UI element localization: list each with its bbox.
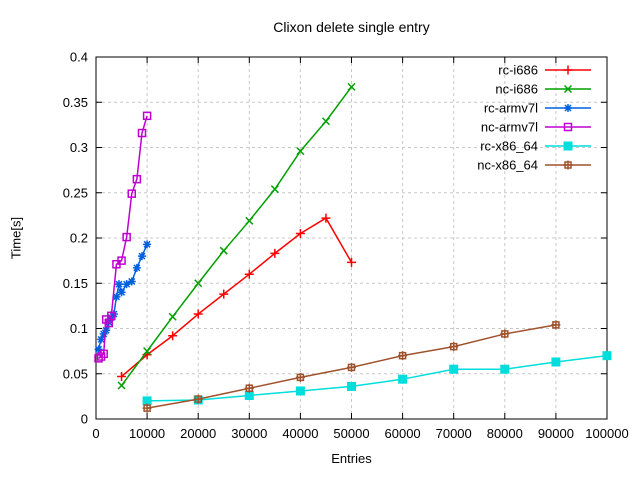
- legend-entry-rc-x86_64: rc-x86_64: [480, 139, 591, 154]
- legend-label: nc-armv7l: [481, 120, 538, 135]
- svg-text:80000: 80000: [487, 426, 523, 441]
- legend-entry-rc-i686: rc-i686: [498, 63, 591, 78]
- svg-text:0.1: 0.1: [70, 321, 88, 336]
- legend-sample: [545, 104, 591, 112]
- svg-text:10000: 10000: [129, 426, 165, 441]
- legend-label: nc-i686: [495, 82, 538, 97]
- series-nc-i686: [117, 82, 356, 390]
- svg-text:0.3: 0.3: [70, 140, 88, 155]
- legend-entry-rc-armv7l: rc-armv7l: [484, 101, 591, 116]
- svg-text:60000: 60000: [385, 426, 421, 441]
- svg-text:0.15: 0.15: [63, 276, 88, 291]
- legend-sample: [545, 65, 591, 75]
- svg-text:100000: 100000: [585, 426, 628, 441]
- series-rc-i686: [117, 213, 356, 381]
- x-tick-labels: 0 10000 20000 30000 40000 50000 60000 70000 8000…: [92, 426, 628, 441]
- svg-text:40000: 40000: [282, 426, 318, 441]
- plot-border: [95, 56, 608, 420]
- svg-text:50000: 50000: [333, 426, 369, 441]
- svg-text:0: 0: [92, 426, 99, 441]
- legend-label: rc-x86_64: [480, 139, 538, 154]
- series-nc-armv7l: [94, 111, 152, 363]
- legend-sample: [545, 141, 591, 151]
- svg-text:0.25: 0.25: [63, 185, 88, 200]
- legend-sample: [545, 84, 591, 94]
- legend-sample: [545, 122, 591, 132]
- grid: [96, 57, 607, 419]
- legend-label: rc-armv7l: [484, 101, 538, 116]
- svg-text:0.2: 0.2: [70, 231, 88, 246]
- series-nc-x86_64: [142, 320, 561, 413]
- svg-text:30000: 30000: [231, 426, 267, 441]
- svg-text:20000: 20000: [180, 426, 216, 441]
- svg-text:0.35: 0.35: [63, 95, 88, 110]
- legend-entry-nc-x86_64: nc-x86_64: [477, 158, 591, 173]
- legend-sample: [545, 160, 591, 170]
- svg-text:70000: 70000: [436, 426, 472, 441]
- legend-entry-nc-i686: nc-i686: [495, 82, 591, 97]
- y-tick-labels: 0 0.05 0.1 0.15 0.2 0.25 0.3 0.35 0.4: [63, 50, 88, 427]
- chart-title: Clixon delete single entry: [273, 19, 430, 35]
- svg-text:0.4: 0.4: [70, 50, 88, 65]
- svg-text:0.05: 0.05: [63, 366, 88, 381]
- legend: rc-i686 nc-i686 rc-armv7l nc-armv7l rc-x86_6…: [477, 63, 591, 173]
- y-axis-label: Time[s]: [8, 216, 24, 260]
- legend-entry-nc-armv7l: nc-armv7l: [481, 120, 591, 135]
- legend-label: nc-x86_64: [477, 158, 538, 173]
- legend-label: rc-i686: [498, 63, 538, 78]
- series-rc-x86_64: [142, 351, 612, 406]
- x-axis-label: Entries: [331, 451, 372, 466]
- svg-text:0: 0: [81, 412, 88, 427]
- svg-text:90000: 90000: [538, 426, 574, 441]
